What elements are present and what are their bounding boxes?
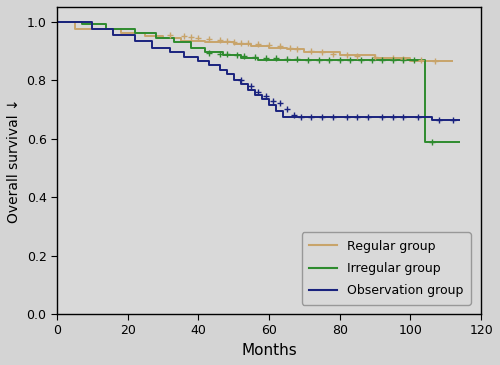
X-axis label: Months: Months (241, 343, 297, 358)
Legend: Regular group, Irregular group, Observation group: Regular group, Irregular group, Observat… (302, 232, 470, 305)
Y-axis label: Overall survival ↓: Overall survival ↓ (7, 98, 21, 223)
